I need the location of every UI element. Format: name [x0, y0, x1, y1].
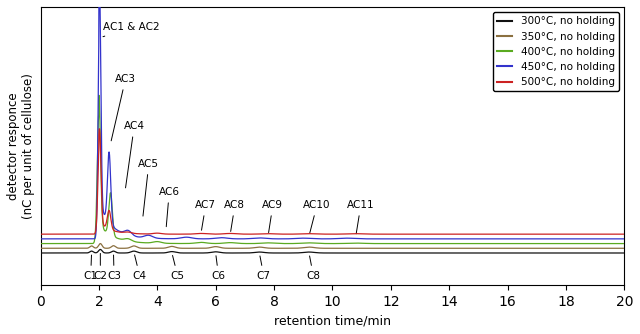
X-axis label: retention time/min: retention time/min	[274, 314, 391, 327]
Text: C1: C1	[84, 255, 98, 281]
Text: AC3: AC3	[111, 74, 136, 141]
Text: C6: C6	[212, 256, 225, 281]
Text: AC6: AC6	[159, 187, 180, 227]
Text: AC9: AC9	[262, 200, 284, 232]
Text: C5: C5	[171, 256, 185, 281]
Text: AC5: AC5	[138, 159, 159, 216]
Text: C7: C7	[257, 256, 271, 281]
Text: C4: C4	[132, 255, 147, 281]
Text: AC1 & AC2: AC1 & AC2	[103, 22, 160, 37]
Text: C3: C3	[107, 255, 121, 281]
Text: AC8: AC8	[225, 200, 245, 231]
Text: C2: C2	[93, 254, 108, 281]
Text: AC4: AC4	[124, 121, 145, 188]
Y-axis label: detector responce
(nC per unit of cellulose): detector responce (nC per unit of cellul…	[7, 73, 35, 219]
Legend: 300°C, no holding, 350°C, no holding, 400°C, no holding, 450°C, no holding, 500°: 300°C, no holding, 350°C, no holding, 40…	[493, 12, 619, 91]
Text: AC11: AC11	[347, 200, 374, 234]
Text: C8: C8	[307, 256, 321, 281]
Text: AC10: AC10	[303, 200, 331, 233]
Text: AC7: AC7	[195, 200, 216, 230]
